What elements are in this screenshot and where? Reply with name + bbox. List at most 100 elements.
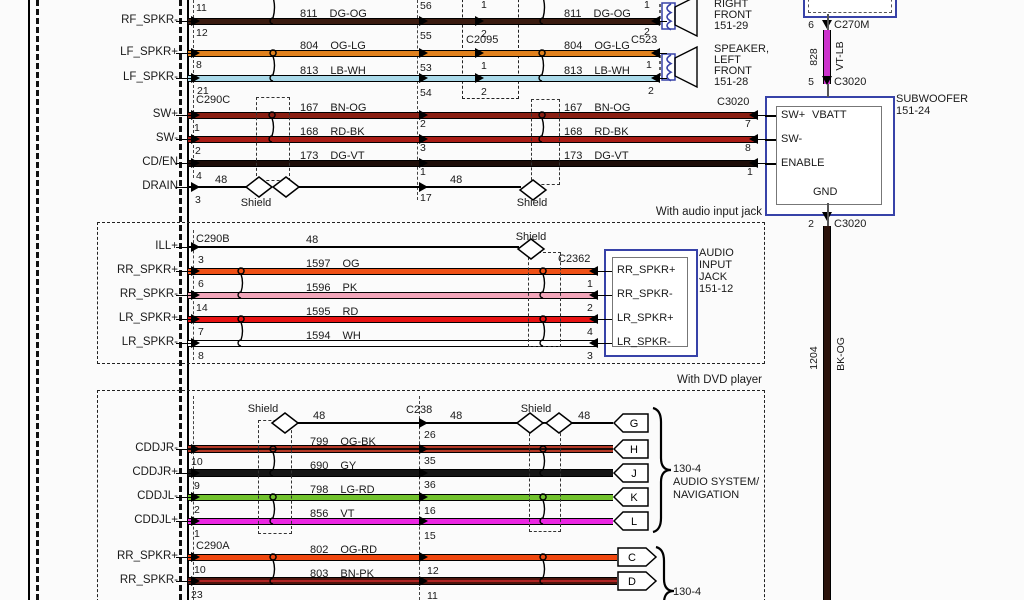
wire-color-code: WH	[342, 330, 361, 342]
frame-left-dashed-line	[36, 0, 39, 600]
shield-label: Shield	[247, 403, 279, 415]
arrow-right-icon	[419, 552, 428, 562]
pin-number: 2	[195, 145, 201, 157]
offpage-connector-l: L	[612, 511, 649, 531]
shield-diamond-icon	[515, 412, 545, 434]
arrow-left-icon	[651, 73, 660, 83]
wire-tail-cd-en	[757, 163, 765, 164]
pin-number: 12	[196, 27, 208, 39]
pin-number: 11	[196, 2, 207, 14]
connector-label: C270M	[834, 19, 870, 31]
pin-number: 36	[424, 479, 436, 491]
audio-jack-title-line: 151-12	[699, 283, 734, 295]
subwoofer-title-line: SUBWOOFER	[896, 93, 969, 105]
fuse-box-label: 13-10	[805, 0, 895, 2]
shield-dashed-box	[256, 97, 290, 181]
arrow-right-icon	[191, 444, 200, 454]
fuse-box: 13-10	[803, 0, 897, 18]
wire-color-code: RD-BK	[594, 126, 629, 138]
circuit-number: 799	[310, 436, 329, 448]
subwoofer-pin-gnd: GND	[813, 186, 838, 198]
pin-number: 11	[427, 590, 438, 600]
arrow-right-icon	[419, 468, 428, 478]
wire-color-code: DG-OG	[593, 8, 631, 20]
wire-color-code: PK	[342, 282, 358, 294]
circuit-number: 804	[300, 40, 319, 52]
wire-pin-label-lf-spkr-minus: LF_SPKR-	[123, 71, 178, 83]
lead-line-cddjr-plus	[176, 473, 191, 474]
dvd-player-section-label: With DVD player	[677, 374, 762, 386]
circuit-label: 168 RD-BK	[300, 127, 365, 138]
wire-tail-lf-spkr-plus	[660, 53, 667, 54]
lead-line-cddjl-plus	[176, 521, 191, 522]
audio-jack-pin: LR_SPKR-	[617, 336, 671, 348]
audio-jack-title-line: INPUT	[699, 259, 732, 271]
twisted-pair-icon	[237, 315, 245, 347]
offpage-connector-letter: G	[630, 418, 639, 430]
wire-color-code: BN-OG	[594, 102, 631, 114]
arrow-right-icon	[475, 48, 484, 58]
twisted-pair-icon	[538, 111, 546, 143]
brace-icon	[655, 545, 675, 600]
circuit-label: 802 OG-RD	[310, 545, 377, 556]
wire-tail-sw-minus	[757, 139, 765, 140]
subwoofer-pin-tick	[765, 139, 776, 141]
circuit-label: 1594 WH	[306, 331, 361, 342]
arrow-right-icon	[191, 242, 200, 252]
circuit-number: 798	[310, 484, 329, 496]
wire-drain	[298, 186, 521, 188]
vertical-wire-circuit: 828	[808, 48, 820, 66]
speaker-right-front-label: RIGHT FRONT 151-29	[714, 0, 752, 32]
lead-line-sw-plus	[176, 115, 191, 116]
pin-number: 26	[424, 429, 436, 441]
offpage-connector-k: K	[612, 487, 649, 507]
wire-cddjl-plus	[188, 519, 613, 524]
wire-pin-label-ill-plus: ILL+	[155, 240, 178, 252]
twisted-pair-icon	[269, 553, 277, 585]
shield-diamond-icon	[271, 176, 301, 198]
offpage-connector-letter: D	[628, 576, 636, 588]
pin-number: 1	[194, 122, 200, 134]
pin-number: 53	[420, 62, 432, 74]
pin-number: 54	[420, 87, 432, 99]
speaker-label-line: 151-28	[714, 76, 749, 88]
arrow-right-icon	[191, 16, 200, 26]
brace-label-line: 130-4	[673, 463, 702, 475]
wire-pin-label-cddjl-plus: CDDJL+	[134, 514, 178, 526]
circuit-label: 856 VT	[310, 509, 354, 520]
subwoofer-pin-sw-minus: SW-	[781, 133, 803, 145]
speaker-label-line: 151-29	[714, 20, 749, 32]
arrow-down-icon	[822, 76, 832, 85]
circuit-number: 173	[300, 150, 319, 162]
wire-color-code: OG-LG	[594, 40, 630, 52]
circuit-number: 48	[450, 174, 463, 186]
pin-number: 12	[427, 565, 439, 577]
circuit-label: 173 DG-VT	[300, 151, 365, 162]
frame-left-solid-line	[28, 0, 30, 600]
wire-color-code: BN-PK	[340, 568, 374, 580]
lead-line-rf-spkr-minus	[176, 21, 191, 22]
brace-icon	[652, 406, 672, 534]
pin-number: 6	[198, 278, 204, 290]
lead-line-cddjr-minus	[176, 449, 191, 450]
wire-cddjl-minus	[188, 495, 613, 500]
arrow-right-icon	[191, 48, 200, 58]
connector-label: C523	[631, 34, 658, 46]
wire-cddjr-minus	[188, 446, 613, 452]
c2095-connector-box	[462, 0, 519, 99]
speaker-left-front-label: SPEAKER, LEFT FRONT 151-28	[714, 44, 769, 88]
twisted-pair-icon	[268, 111, 276, 143]
circuit-number: 48	[306, 234, 319, 246]
vertical-wire-828	[824, 30, 830, 84]
fuse-box-inner-border	[808, 0, 892, 13]
offpage-connector-d: D	[617, 571, 658, 591]
wire-color-code: LB-WH	[594, 65, 630, 77]
pin-number: 5	[808, 76, 814, 88]
circuit-number: 813	[564, 65, 583, 77]
speaker-icon	[659, 45, 698, 89]
arrow-left-icon	[749, 134, 758, 144]
wire-pin-label-rf-spkr-minus: RF_SPKR-	[121, 14, 178, 26]
subwoofer-pin-vbatt: VBATT	[812, 109, 847, 121]
wire-color-code: RD	[342, 306, 359, 318]
shield-label: Shield	[520, 403, 552, 415]
